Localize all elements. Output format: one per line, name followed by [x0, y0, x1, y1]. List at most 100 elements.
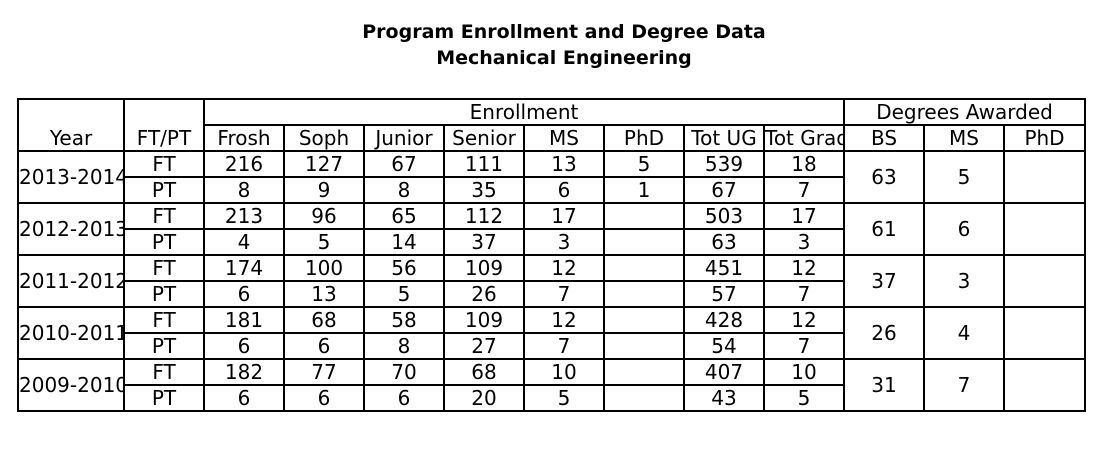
degrees-header: Degrees Awarded: [842, 98, 1087, 126]
data-cell: [603, 280, 685, 308]
degree-cell: [1002, 150, 1087, 204]
data-cell: 14: [363, 228, 445, 256]
data-cell: 8: [363, 176, 445, 204]
column-header: Tot UG: [683, 124, 765, 152]
data-cell: 503: [683, 202, 765, 230]
data-cell: 68: [283, 306, 365, 334]
degree-cell: 31: [843, 358, 925, 412]
degree-cell: [1002, 254, 1087, 308]
data-cell: 65: [363, 202, 445, 230]
column-header: Frosh: [203, 124, 285, 152]
data-cell: 70: [363, 358, 445, 386]
ftpt-cell: FT: [123, 254, 205, 282]
data-cell: 6: [283, 384, 365, 412]
ftpt-header: FT/PT: [123, 125, 205, 152]
degree-cell: 63: [843, 150, 925, 204]
degree-cell: 4: [923, 306, 1005, 360]
data-cell: 5: [283, 228, 365, 256]
data-cell: 8: [203, 176, 285, 204]
data-cell: [603, 202, 685, 230]
table-row: PT 6 6 6 20 5 43 5: [18, 384, 1085, 412]
table-row: 2011-2012 FT 174 100 56 109 12 451 12 37 3: [17, 254, 1087, 308]
year-cell: 2013-2014: [17, 150, 125, 204]
data-cell: 96: [283, 202, 365, 230]
data-cell: 20: [443, 384, 525, 412]
ftpt-cell: FT: [123, 358, 205, 386]
data-cell: 181: [203, 306, 285, 334]
data-cell: 5: [523, 384, 605, 412]
data-cell: 10: [763, 358, 845, 386]
ftpt-header-top: [123, 98, 205, 125]
data-cell: 7: [523, 332, 605, 360]
data-cell: 35: [443, 176, 525, 204]
data-cell: 6: [203, 332, 285, 360]
data-cell: 13: [523, 150, 605, 178]
data-cell: 216: [203, 150, 285, 178]
table-row: PT 4 5 14 37 3 63 3: [18, 228, 1085, 256]
data-cell: 7: [763, 280, 845, 308]
page-subtitle: Mechanical Engineering: [436, 47, 692, 69]
data-cell: 6: [283, 332, 365, 360]
data-cell: [603, 306, 685, 334]
data-cell: 7: [763, 332, 845, 360]
column-header: Tot Grad: [763, 124, 845, 152]
column-header: Junior: [363, 124, 445, 152]
data-cell: 109: [443, 306, 525, 334]
data-cell: 67: [683, 176, 765, 204]
data-cell: 12: [763, 306, 845, 334]
data-cell: [603, 358, 685, 386]
ftpt-cell: PT: [123, 228, 205, 256]
data-cell: [603, 332, 685, 360]
data-cell: 58: [363, 306, 445, 334]
data-cell: 6: [363, 384, 445, 412]
degree-cell: [1002, 202, 1087, 256]
data-cell: 109: [443, 254, 525, 282]
column-header: Senior: [443, 124, 525, 152]
degree-cell: 3: [923, 254, 1005, 308]
data-cell: 3: [523, 228, 605, 256]
column-header: Soph: [283, 124, 365, 152]
column-header: BS: [843, 124, 925, 152]
data-cell: 3: [763, 228, 845, 256]
data-cell: 6: [203, 280, 285, 308]
data-cell: 43: [683, 384, 765, 412]
data-cell: 100: [283, 254, 365, 282]
data-cell: 407: [683, 358, 765, 386]
year-cell: 2011-2012: [17, 254, 125, 308]
data-cell: 57: [683, 280, 765, 308]
data-cell: 37: [443, 228, 525, 256]
enrollment-table: Enrollment Degrees Awarded Year FT/PT Fr…: [17, 98, 1087, 412]
data-cell: 26: [443, 280, 525, 308]
data-cell: [603, 384, 685, 412]
data-cell: 68: [443, 358, 525, 386]
data-cell: 56: [363, 254, 445, 282]
data-cell: 13: [283, 280, 365, 308]
data-cell: 127: [283, 150, 365, 178]
header-row-1: Enrollment Degrees Awarded: [17, 98, 1087, 126]
data-cell: 12: [763, 254, 845, 282]
year-cell: 2010-2011: [17, 306, 125, 360]
data-cell: 67: [363, 150, 445, 178]
data-cell: 5: [603, 150, 685, 178]
year-header: Year: [17, 125, 125, 152]
ftpt-cell: PT: [123, 280, 205, 308]
degree-cell: 37: [843, 254, 925, 308]
data-cell: 213: [203, 202, 285, 230]
data-cell: 10: [523, 358, 605, 386]
data-cell: 182: [203, 358, 285, 386]
data-cell: 6: [523, 176, 605, 204]
data-cell: 7: [523, 280, 605, 308]
data-cell: 112: [443, 202, 525, 230]
degree-cell: 61: [843, 202, 925, 256]
data-cell: 6: [203, 384, 285, 412]
data-cell: 1: [603, 176, 685, 204]
degree-cell: 5: [923, 150, 1005, 204]
degree-cell: [1002, 306, 1087, 360]
data-cell: 451: [683, 254, 765, 282]
data-cell: 17: [763, 202, 845, 230]
ftpt-cell: FT: [123, 150, 205, 178]
ftpt-cell: PT: [123, 384, 205, 412]
data-cell: 111: [443, 150, 525, 178]
degree-cell: [1002, 358, 1087, 412]
data-cell: 9: [283, 176, 365, 204]
